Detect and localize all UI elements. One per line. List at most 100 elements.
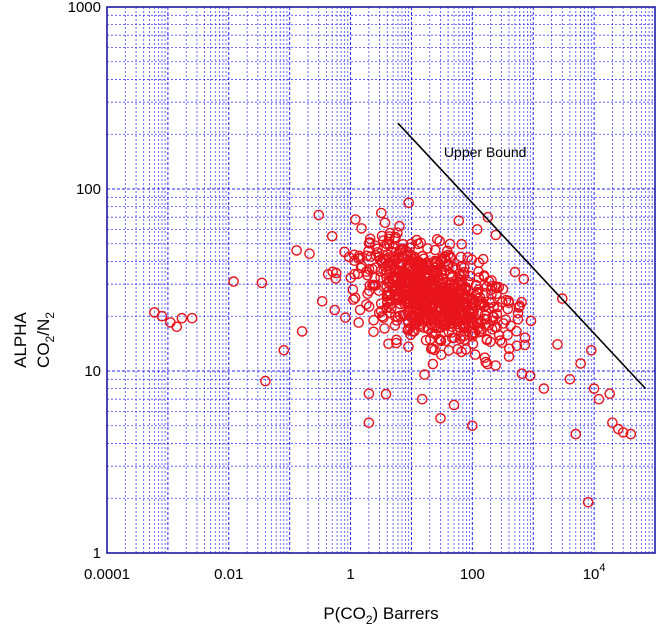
- data-point: [582, 496, 594, 508]
- data-point: [413, 262, 425, 274]
- data-point: [473, 298, 485, 310]
- data-point: [380, 388, 392, 400]
- data-point: [486, 280, 498, 292]
- data-point: [503, 351, 515, 362]
- data-point: [456, 261, 467, 273]
- data-point: [365, 251, 377, 262]
- data-point: [393, 252, 405, 263]
- data-point: [557, 293, 568, 304]
- data-point: [423, 270, 435, 282]
- data-point: [503, 343, 515, 355]
- data-point: [348, 249, 360, 261]
- data-point: [435, 412, 446, 424]
- data-point: [383, 277, 395, 289]
- data-point: [434, 235, 446, 247]
- data-point: [479, 352, 491, 364]
- data-point: [422, 313, 434, 325]
- data-point: [490, 360, 501, 371]
- data-point: [363, 417, 375, 429]
- data-point: [482, 211, 494, 223]
- data-point: [439, 320, 451, 332]
- data-point: [353, 317, 365, 328]
- y-tick-label: 10: [84, 363, 101, 380]
- data-point: [458, 330, 470, 342]
- data-point: [363, 237, 375, 249]
- data-point: [339, 246, 350, 258]
- x-tick-label: 1: [346, 566, 354, 583]
- data-point: [512, 307, 524, 319]
- data-point: [570, 428, 582, 440]
- data-point: [353, 250, 365, 262]
- data-point: [391, 334, 402, 346]
- data-point: [440, 294, 452, 306]
- data-point: [391, 337, 402, 349]
- data-point: [362, 288, 373, 300]
- data-point: [513, 301, 525, 313]
- data-point: [491, 288, 502, 300]
- data-point: [588, 383, 600, 394]
- data-point: [607, 417, 618, 429]
- data-point: [381, 296, 393, 308]
- data-point: [472, 317, 483, 329]
- data-point: [443, 345, 455, 356]
- data-point: [475, 296, 486, 308]
- data-point: [370, 249, 381, 261]
- data-point: [304, 248, 315, 259]
- data-point: [260, 375, 271, 387]
- data-point: [481, 334, 493, 346]
- x-tick-label: 0.01: [214, 566, 243, 583]
- data-point: [416, 393, 428, 405]
- data-point: [564, 373, 576, 385]
- data-point: [458, 288, 469, 299]
- data-point: [379, 323, 390, 334]
- upper-bound-group: Upper Bound: [397, 122, 647, 390]
- data-point: [458, 334, 470, 345]
- data-point: [375, 272, 386, 283]
- data-point: [428, 293, 439, 305]
- data-point: [356, 223, 367, 234]
- x-tick-label: 104: [583, 562, 606, 583]
- data-point: [469, 290, 481, 301]
- data-point: [376, 230, 388, 242]
- data-point: [389, 320, 401, 331]
- data-point: [278, 344, 290, 356]
- data-point: [367, 279, 378, 291]
- y-tick-label: 1: [93, 545, 101, 562]
- data-point: [552, 339, 563, 350]
- data-point: [466, 254, 478, 265]
- data-point: [404, 242, 416, 254]
- data-point: [490, 229, 502, 241]
- data-point: [435, 311, 447, 322]
- upper-bound-line: [397, 122, 647, 390]
- data-point: [176, 312, 188, 324]
- data-point: [165, 317, 176, 328]
- data-point: [411, 234, 423, 246]
- data-point: [466, 328, 478, 340]
- data-point: [403, 341, 414, 353]
- data-point: [381, 266, 392, 278]
- data-point: [486, 323, 498, 335]
- data-point: [474, 292, 486, 303]
- data-point: [156, 310, 168, 322]
- y-axis-ticks: 1 10 100 1000: [68, 0, 101, 562]
- data-point: [441, 245, 453, 257]
- data-point: [375, 305, 387, 317]
- data-point: [423, 324, 435, 335]
- data-point: [329, 304, 341, 316]
- data-point: [171, 321, 183, 333]
- data-point: [503, 295, 514, 307]
- y-axis-title-line2: CO2/N2: [34, 312, 57, 368]
- data-point: [403, 197, 415, 209]
- data-point: [349, 268, 360, 280]
- data-point: [350, 214, 361, 225]
- data-point: [538, 383, 550, 394]
- data-point: [458, 320, 470, 332]
- data-point: [394, 310, 406, 322]
- data-point: [525, 315, 537, 327]
- data-point: [488, 311, 500, 323]
- data-point: [348, 294, 359, 305]
- data-point: [316, 295, 328, 307]
- data-point: [482, 358, 493, 370]
- data-points: [149, 197, 637, 508]
- data-point: [326, 230, 338, 242]
